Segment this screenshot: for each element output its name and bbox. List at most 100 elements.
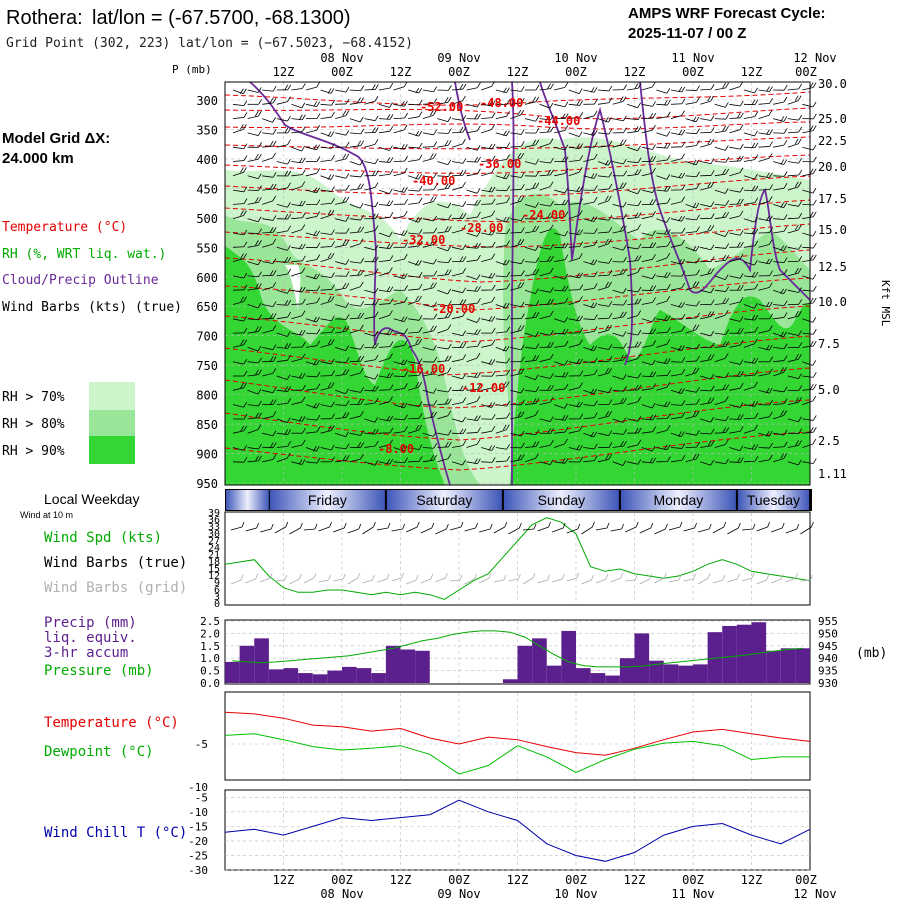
cross-section-barb (700, 354, 715, 363)
barb-shaft (670, 416, 682, 420)
barb-shaft (670, 103, 683, 105)
barb-shaft (422, 459, 434, 463)
barb-shaft (247, 275, 259, 278)
barb-feather (477, 243, 481, 249)
cross-section-barb (276, 158, 291, 165)
barb-feather (345, 184, 350, 191)
temperature-contour-line (224, 431, 811, 471)
cross-section-barb (714, 157, 730, 163)
cross-section-barb (597, 195, 612, 205)
cross-section-barb (612, 311, 627, 320)
barb-feather (751, 99, 756, 105)
cross-section-barb (787, 428, 803, 434)
barb-feather (649, 285, 654, 291)
barb-feather (637, 286, 642, 293)
cross-section-barb (773, 441, 788, 448)
cross-section-barb (378, 286, 394, 293)
barb-shaft (320, 332, 332, 334)
wind-barb-grid (668, 574, 682, 583)
barb-feather (679, 521, 683, 528)
barb-feather (798, 385, 803, 391)
cross-section-barb (378, 329, 394, 336)
cross-section-barb (481, 457, 496, 463)
barb-feather (401, 144, 405, 150)
barb-feather (681, 129, 686, 136)
barb-feather (403, 316, 408, 322)
barb-shaft (773, 403, 785, 405)
barb-feather (798, 212, 803, 219)
barb-feather (330, 339, 335, 345)
cross-section-barb (685, 312, 700, 320)
barb-feather (593, 216, 598, 222)
cross-section-barb (612, 170, 627, 177)
barb-feather (725, 298, 730, 304)
barb-shaft (466, 318, 478, 323)
cross-section-barb (641, 383, 657, 391)
barb-shaft (262, 274, 274, 277)
barb-shaft (364, 118, 376, 122)
cross-section-barb (378, 200, 394, 206)
wind-barb-true (727, 522, 741, 535)
barb-feather (506, 142, 511, 148)
cross-section-barb (597, 313, 613, 320)
cross-section-barb (714, 113, 730, 120)
barb-shaft (232, 189, 244, 193)
barb-feather (360, 85, 365, 91)
barb-feather (415, 217, 419, 223)
cross-section-barb (408, 295, 422, 305)
cross-section-barb (276, 268, 291, 277)
barb-shaft (276, 432, 288, 435)
barb-feather (737, 414, 741, 420)
barb-feather (608, 356, 613, 362)
barb-feather (415, 381, 420, 388)
barb-feather (634, 83, 639, 89)
cross-section-barb (597, 281, 612, 291)
barb-feather (678, 302, 682, 308)
barb-feather (608, 85, 613, 92)
barb-shaft (641, 129, 653, 134)
barb-shaft (305, 289, 318, 292)
barb-feather (695, 367, 700, 373)
cross-section-barb (451, 459, 466, 466)
barb-feather (272, 258, 277, 264)
barb-feather (345, 259, 350, 265)
cross-section-barb (393, 359, 408, 366)
barb-feather (269, 356, 274, 362)
cross-section-barb (262, 195, 277, 205)
barb-shaft (670, 115, 682, 119)
barb-shaft (349, 329, 361, 334)
barb-shaft (568, 361, 580, 365)
barb-shaft (291, 131, 303, 134)
cross-section-barb (451, 83, 467, 91)
barb-feather (535, 245, 539, 251)
barb-feather (798, 126, 803, 133)
barb-feather (462, 256, 467, 262)
cross-section-barb (349, 183, 365, 191)
barb-feather (666, 444, 671, 450)
barb-feather (389, 439, 393, 445)
barb-feather (594, 98, 598, 105)
legend-wind-barbs: Wind Barbs (kts) (true) (2, 300, 182, 315)
cross-section-barb (276, 115, 291, 122)
barb-shaft (524, 289, 536, 294)
barb-feather (722, 341, 727, 347)
cross-section-barb (641, 242, 657, 248)
barb-feather (372, 428, 376, 435)
barb-shaft (422, 432, 434, 437)
cross-section-barb (554, 144, 569, 151)
cross-section-barb (743, 99, 759, 106)
barb-shaft (568, 344, 580, 348)
cross-section-barb (656, 252, 671, 262)
barb-feather (462, 158, 467, 164)
barb-shaft (641, 215, 653, 220)
wind-barb-grid (712, 574, 726, 584)
cross-section-barb (335, 196, 350, 205)
barb-shaft (787, 418, 799, 423)
barb-feather (637, 384, 642, 391)
barb-feather (723, 521, 727, 528)
barb-feather (403, 124, 408, 131)
barb-feather (331, 198, 335, 204)
barb-shaft (408, 218, 419, 223)
barb-feather (313, 402, 317, 409)
barb-feather (637, 188, 641, 195)
